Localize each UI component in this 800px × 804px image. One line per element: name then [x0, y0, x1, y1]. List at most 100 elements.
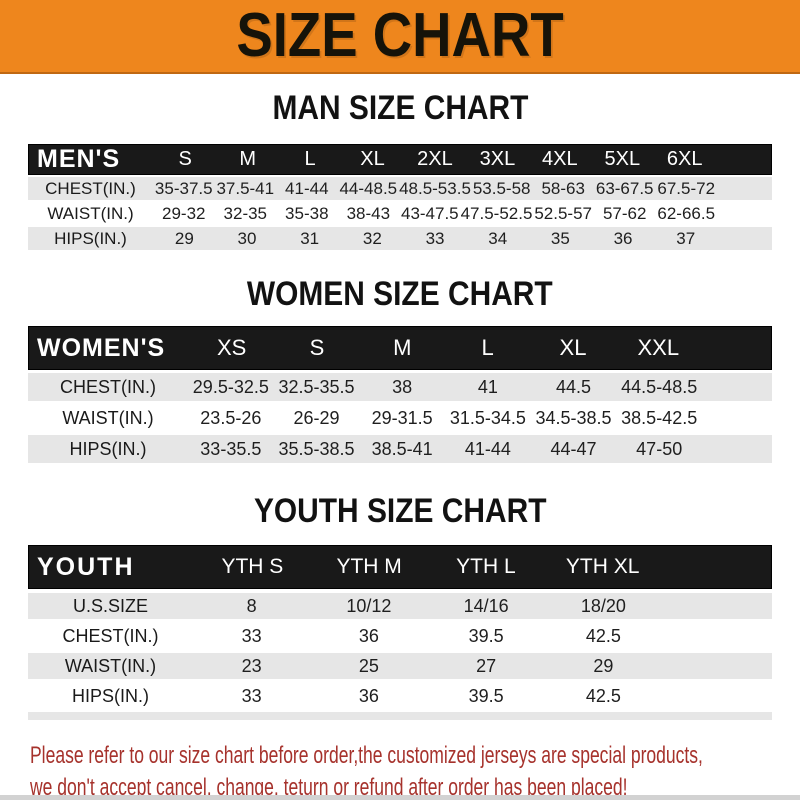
- size-cell: 25: [358, 655, 379, 676]
- size-cell: 26-29: [293, 407, 340, 428]
- table-row: CHEST(IN.) 33 36 39.5 42.5: [28, 623, 772, 649]
- size-cell: 34: [488, 228, 508, 248]
- row-label: WAIST(IN.): [62, 407, 154, 428]
- row-label: HIPS(IN.): [71, 685, 149, 706]
- column-header: XL: [559, 335, 587, 360]
- women-size-table: WOMEN'S XS S M L XL XXL CHEST(IN.) 29.5-32.5 32.5…: [28, 326, 772, 463]
- size-cell: 14/16: [463, 595, 509, 616]
- size-cell: 33: [241, 685, 262, 706]
- size-cell: 58-63: [541, 178, 585, 198]
- bottom-edge-strip: [0, 795, 800, 800]
- size-cell: 29.5-32.5: [192, 376, 269, 397]
- column-header: YTH L: [456, 555, 516, 578]
- column-header: 2XL: [417, 148, 453, 170]
- size-cell: 29-32: [162, 203, 206, 223]
- row-label: HIPS(IN.): [54, 228, 127, 248]
- table-row: HIPS(IN.) 33-35.5 35.5-38.5 38.5-41 41-44 44-…: [28, 435, 772, 463]
- size-cell: 47-50: [636, 438, 683, 459]
- size-cell: 63-67.5: [595, 178, 654, 198]
- size-cell: 32-35: [223, 203, 268, 223]
- size-cell: 38.5-42.5: [621, 407, 698, 428]
- row-label: WAIST(IN.): [64, 655, 157, 676]
- women-heading-text: WOMEN SIZE CHART: [247, 275, 553, 313]
- size-cell: 48.5-53.5: [399, 178, 471, 198]
- size-cell: 34.5-38.5: [535, 407, 612, 428]
- size-cell: 31: [300, 228, 320, 248]
- size-cell: 37: [676, 228, 696, 248]
- column-header: L: [304, 148, 316, 170]
- size-cell: 31.5-34.5: [449, 407, 526, 428]
- size-cell: 35-37.5: [154, 178, 213, 198]
- size-cell: 29: [593, 655, 614, 676]
- table-corner-label: WOMEN'S: [37, 333, 166, 362]
- row-label: CHEST(IN.): [60, 376, 156, 397]
- size-cell: 35.5-38.5: [278, 438, 355, 459]
- size-cell: 67.5-72: [657, 178, 716, 198]
- women-section-heading: WOMEN SIZE CHART: [0, 276, 800, 312]
- size-cell: 36: [358, 625, 379, 646]
- size-cell: 18/20: [580, 595, 626, 616]
- table-row: U.S.SIZE 8 10/12 14/16 18/20: [28, 593, 772, 619]
- size-cell: 30: [237, 228, 257, 248]
- size-cell: 44.5: [556, 376, 592, 397]
- size-cell: 10/12: [346, 595, 392, 616]
- column-header: L: [481, 335, 494, 360]
- youth-table-bottom-strip: [28, 712, 772, 720]
- column-header: S: [309, 335, 325, 360]
- row-label: CHEST(IN.): [62, 625, 159, 646]
- man-section-heading: MAN SIZE CHART: [0, 90, 800, 126]
- column-header: 6XL: [666, 148, 703, 170]
- banner-title: SIZE CHART: [236, 1, 564, 70]
- size-cell: 36: [613, 228, 633, 248]
- size-cell: 33: [425, 228, 445, 248]
- table-corner-label: YOUTH: [37, 552, 135, 581]
- size-cell: 38: [392, 376, 413, 397]
- size-cell: 47.5-52.5: [460, 203, 533, 223]
- size-cell: 38.5-41: [371, 438, 433, 459]
- size-cell: 33: [241, 625, 262, 646]
- size-cell: 27: [476, 655, 497, 676]
- column-header: 5XL: [604, 148, 641, 170]
- table-corner-label: MEN'S: [37, 145, 121, 173]
- size-cell: 23.5-26: [200, 407, 262, 428]
- size-cell: 38-43: [346, 203, 391, 223]
- size-cell: 35: [550, 228, 570, 248]
- table-row: HIPS(IN.) 33 36 39.5 42.5: [28, 683, 772, 709]
- table-header-row: YOUTH YTH S YTH M YTH L YTH XL: [28, 545, 772, 589]
- column-header: M: [393, 335, 412, 360]
- size-cell: 43-47.5: [400, 203, 459, 223]
- size-cell: 57-62: [602, 203, 647, 223]
- size-cell: 44-47: [550, 438, 597, 459]
- youth-section-heading: YOUTH SIZE CHART: [0, 493, 800, 529]
- men-size-table: MEN'S S M L XL 2XL 3XL 4XL 5XL 6XL CHEST(IN.) 35-37…: [28, 144, 772, 250]
- size-cell: 8: [246, 595, 257, 616]
- size-cell: 53.5-58: [472, 178, 531, 198]
- column-header: YTH S: [221, 555, 284, 578]
- column-header: 4XL: [542, 148, 578, 170]
- size-cell: 41-44: [285, 178, 329, 198]
- size-cell: 35-38: [285, 203, 329, 223]
- column-header: XL: [360, 148, 385, 170]
- disclaimer: Please refer to our size chart before or…: [30, 740, 800, 804]
- column-header: XS: [216, 335, 247, 360]
- table-header-row: WOMEN'S XS S M L XL XXL: [28, 326, 772, 370]
- table-row: WAIST(IN.) 29-32 32-35 35-38 38-43 43-47.5 47.…: [28, 202, 772, 225]
- size-cell: 42.5: [585, 685, 621, 706]
- column-header: S: [178, 148, 192, 170]
- table-row: CHEST(IN.) 29.5-32.5 32.5-35.5 38 41 44.5 44.5…: [28, 373, 772, 401]
- size-cell: 29: [174, 228, 194, 248]
- column-header: M: [239, 148, 256, 170]
- size-cell: 33-35.5: [200, 438, 262, 459]
- table-row: WAIST(IN.) 23.5-26 26-29 29-31.5 31.5-34.5 34…: [28, 404, 772, 432]
- size-chart-banner: SIZE CHART: [0, 0, 800, 74]
- man-heading-text: MAN SIZE CHART: [272, 89, 528, 127]
- row-label: U.S.SIZE: [72, 595, 148, 616]
- table-header-row: MEN'S S M L XL 2XL 3XL 4XL 5XL 6XL: [28, 144, 772, 175]
- size-cell: 41-44: [464, 438, 511, 459]
- size-cell: 39.5: [468, 685, 504, 706]
- size-cell: 62-66.5: [657, 203, 716, 223]
- row-label: HIPS(IN.): [69, 438, 147, 459]
- size-cell: 52.5-57: [534, 203, 593, 223]
- size-cell: 32: [362, 228, 382, 248]
- size-cell: 42.5: [585, 625, 621, 646]
